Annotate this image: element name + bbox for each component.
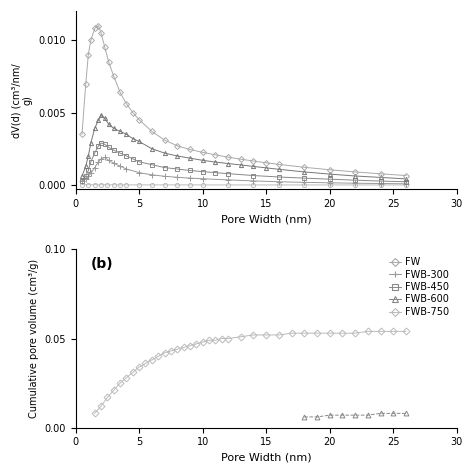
Legend: FW, FWB-300, FWB-450, FWB-600, FWB-750: FW, FWB-300, FWB-450, FWB-600, FWB-750	[386, 254, 452, 320]
Text: (b): (b)	[91, 256, 113, 271]
Y-axis label: dV(d) (cm³/nm/
g): dV(d) (cm³/nm/ g)	[11, 63, 33, 137]
X-axis label: Pore Width (nm): Pore Width (nm)	[221, 215, 311, 225]
X-axis label: Pore Width (nm): Pore Width (nm)	[221, 453, 311, 463]
Y-axis label: Cumulative pore volume (cm³/g): Cumulative pore volume (cm³/g)	[29, 259, 39, 418]
